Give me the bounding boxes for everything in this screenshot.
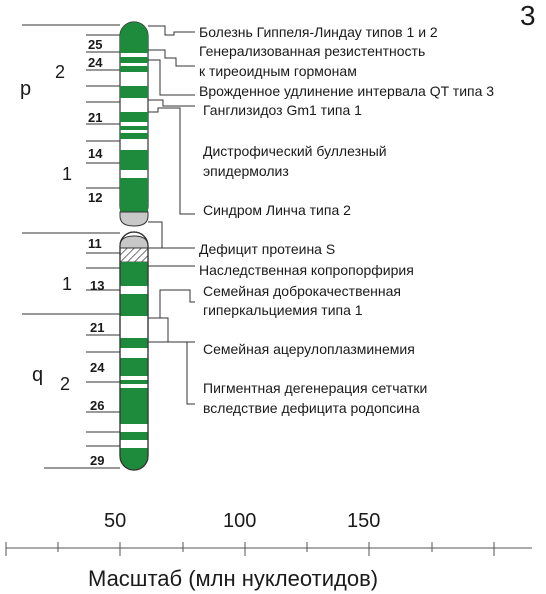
band-label: 21 xyxy=(90,320,105,335)
scale-axis xyxy=(5,542,532,556)
band-label: 24 xyxy=(88,55,103,70)
disease-label: Врожденное удлинение интервала QT типа 3 xyxy=(199,83,495,99)
locus-pointer-lines xyxy=(148,25,195,405)
band-label: 12 xyxy=(88,190,103,205)
region-label: 2 xyxy=(55,62,66,82)
band-label: 13 xyxy=(90,278,105,293)
disease-label: эпидермолиз xyxy=(203,163,289,179)
disease-label: Синдром Линча типа 2 xyxy=(203,202,351,218)
region-label: 2 xyxy=(60,374,71,394)
band-label: 11 xyxy=(88,236,102,251)
disease-label: Болезнь Гиппеля-Линдау типов 1 и 2 xyxy=(199,24,438,40)
disease-label: Пигментная дегенерация сетчатки xyxy=(203,380,428,396)
disease-label: Наследственная копропорфирия xyxy=(199,262,414,278)
band-boundary-lines xyxy=(22,24,120,469)
chromosome-number: 3 xyxy=(520,0,536,31)
disease-label: к тиреоидным гормонам xyxy=(199,63,357,79)
disease-label: Семейная ацерулоплазминемия xyxy=(203,341,415,357)
band-label: 24 xyxy=(90,360,105,375)
scale-tick-label: 50 xyxy=(104,510,127,532)
band-label: 29 xyxy=(90,453,105,468)
disease-label: Семейная доброкачественная xyxy=(203,283,401,299)
band-label: 21 xyxy=(88,110,103,125)
scale-tick-label: 150 xyxy=(347,510,381,532)
disease-label: гиперкальциемия типа 1 xyxy=(203,302,363,318)
band-label: 26 xyxy=(90,398,105,413)
p-arm-ideogram xyxy=(119,21,149,227)
region-label: 1 xyxy=(62,164,73,184)
arm-label-q: q xyxy=(32,364,44,386)
region-label: 1 xyxy=(62,274,73,294)
band-label: 14 xyxy=(88,146,103,161)
arm-label-p: p xyxy=(20,78,32,100)
disease-label: вследствие дефицита родопсина xyxy=(203,400,420,416)
q-arm-ideogram xyxy=(119,231,149,471)
disease-label: Дистрофический буллезный xyxy=(203,143,387,159)
scale-tick-label: 100 xyxy=(223,510,257,532)
disease-label: Дефицит протеина S xyxy=(199,241,336,257)
disease-label: Ганглизидоз Gm1 типа 1 xyxy=(203,102,362,118)
band-label: 25 xyxy=(88,37,103,52)
scale-title: Масштаб (млн нуклеотидов) xyxy=(88,566,379,591)
disease-label: Генерализованная резистентность xyxy=(199,43,426,59)
